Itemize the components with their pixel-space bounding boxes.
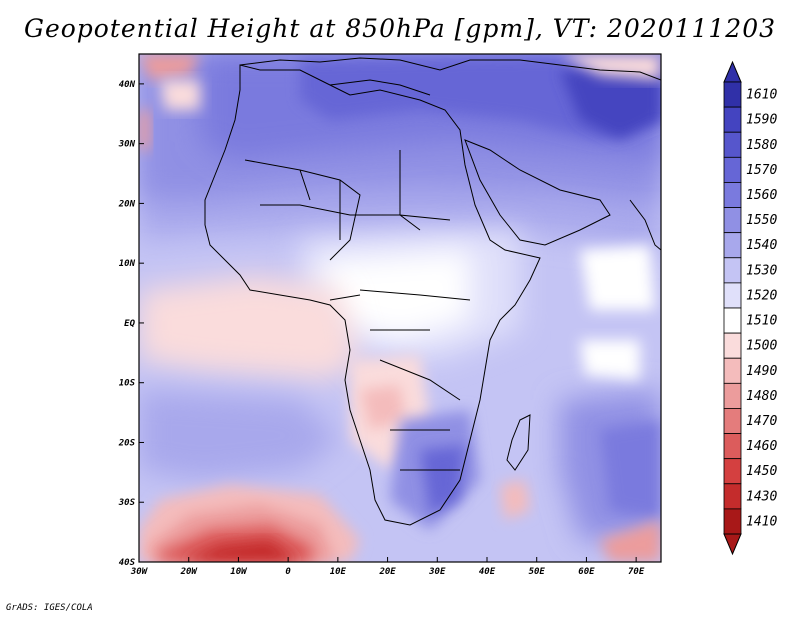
madagascar bbox=[506, 414, 531, 471]
plot-frame bbox=[138, 53, 662, 563]
colorbar-swatch bbox=[723, 483, 742, 510]
lon-label: 20E bbox=[378, 567, 396, 577]
colorbar-swatch bbox=[723, 131, 742, 158]
lon-label: 10E bbox=[330, 567, 347, 577]
height-field bbox=[139, 54, 661, 562]
lat-label: EQ bbox=[124, 319, 135, 329]
lon-label: 20W bbox=[180, 567, 199, 577]
colorbar-label: 1590 bbox=[746, 113, 777, 128]
grads-footer: GrADS: IGES/COLA bbox=[6, 603, 93, 613]
colorbar-swatch bbox=[723, 382, 742, 409]
colorbar-label: 1570 bbox=[746, 163, 777, 178]
europe-coast bbox=[239, 57, 661, 81]
colorbar-label: 1500 bbox=[746, 339, 777, 354]
colorbar: 1610 1590 1580 1570 1560 1550 1540 1530 1520 1510… bbox=[723, 60, 777, 556]
colorbar-label: 1460 bbox=[746, 439, 777, 454]
colorbar-label: 1550 bbox=[746, 213, 777, 228]
latitude-labels: 40N 30N 20N 10N EQ 10S 20S 30S 40S bbox=[118, 80, 136, 568]
colorbar-swatch bbox=[723, 207, 742, 234]
colorbar-arrow-top bbox=[723, 60, 742, 83]
lat-label: 10S bbox=[119, 379, 136, 389]
colorbar-label: 1610 bbox=[746, 88, 777, 103]
colorbar-label: 1580 bbox=[746, 138, 777, 153]
colorbar-label: 1540 bbox=[746, 238, 777, 253]
lon-label: 70E bbox=[628, 567, 645, 577]
colorbar-swatch bbox=[723, 282, 742, 309]
colorbar-label: 1560 bbox=[746, 188, 777, 203]
colorbar-swatch bbox=[723, 307, 742, 334]
lon-label: 40E bbox=[479, 567, 496, 577]
colorbar-swatch bbox=[723, 106, 742, 133]
colorbar-swatch bbox=[723, 81, 742, 108]
lon-label: 30W bbox=[130, 567, 149, 577]
axis-ticks bbox=[138, 83, 637, 563]
border-lines bbox=[244, 150, 471, 471]
lat-label: 40S bbox=[119, 558, 136, 568]
colorbar-swatch bbox=[723, 357, 742, 384]
longitude-labels: 30W 20W 10W 0 10E 20E 30E 40E 50E 60E 70E bbox=[130, 567, 645, 577]
colorbar-label: 1430 bbox=[746, 489, 777, 504]
colorbar-swatch bbox=[723, 408, 742, 434]
lat-label: 30S bbox=[118, 498, 136, 508]
colorbar-label: 1410 bbox=[746, 514, 777, 529]
field-atlantic-pink bbox=[139, 275, 360, 380]
india-coast bbox=[629, 199, 661, 251]
coastlines bbox=[204, 57, 661, 526]
colorbar-label: 1470 bbox=[746, 414, 777, 429]
colorbar-swatch bbox=[723, 332, 742, 359]
colorbar-swatch bbox=[723, 232, 742, 259]
colorbar-label: 1510 bbox=[746, 314, 777, 329]
lat-label: 10N bbox=[119, 259, 136, 269]
colorbar-swatch bbox=[723, 508, 742, 535]
mediterranean-coast bbox=[329, 79, 431, 96]
lat-label: 20S bbox=[118, 438, 136, 448]
colorbar-label: 1520 bbox=[746, 288, 777, 303]
colorbar-label: 1530 bbox=[746, 263, 777, 278]
colorbar-swatch bbox=[723, 156, 742, 183]
map-title: Geopotential Height at 850hPa [gpm], VT:… bbox=[23, 14, 777, 43]
colorbar-label: 1490 bbox=[746, 364, 777, 379]
colorbar-label: 1450 bbox=[746, 464, 777, 479]
lon-label: 10W bbox=[230, 567, 248, 577]
lon-label: 60E bbox=[578, 567, 595, 577]
colorbar-swatch bbox=[723, 458, 742, 485]
lat-label: 40N bbox=[119, 80, 136, 90]
lat-label: 20N bbox=[118, 199, 136, 209]
lat-label: 30N bbox=[118, 140, 136, 150]
lon-label: 0 bbox=[285, 567, 291, 577]
colorbar-label: 1480 bbox=[746, 389, 777, 404]
colorbar-swatch bbox=[723, 182, 742, 208]
colorbar-swatch bbox=[723, 257, 742, 284]
colorbar-swatch bbox=[723, 433, 742, 460]
arabia bbox=[464, 139, 611, 246]
lon-label: 50E bbox=[529, 567, 546, 577]
colorbar-arrow-bottom bbox=[723, 533, 742, 556]
lon-label: 30E bbox=[428, 567, 446, 577]
africa-coastline bbox=[204, 64, 541, 526]
